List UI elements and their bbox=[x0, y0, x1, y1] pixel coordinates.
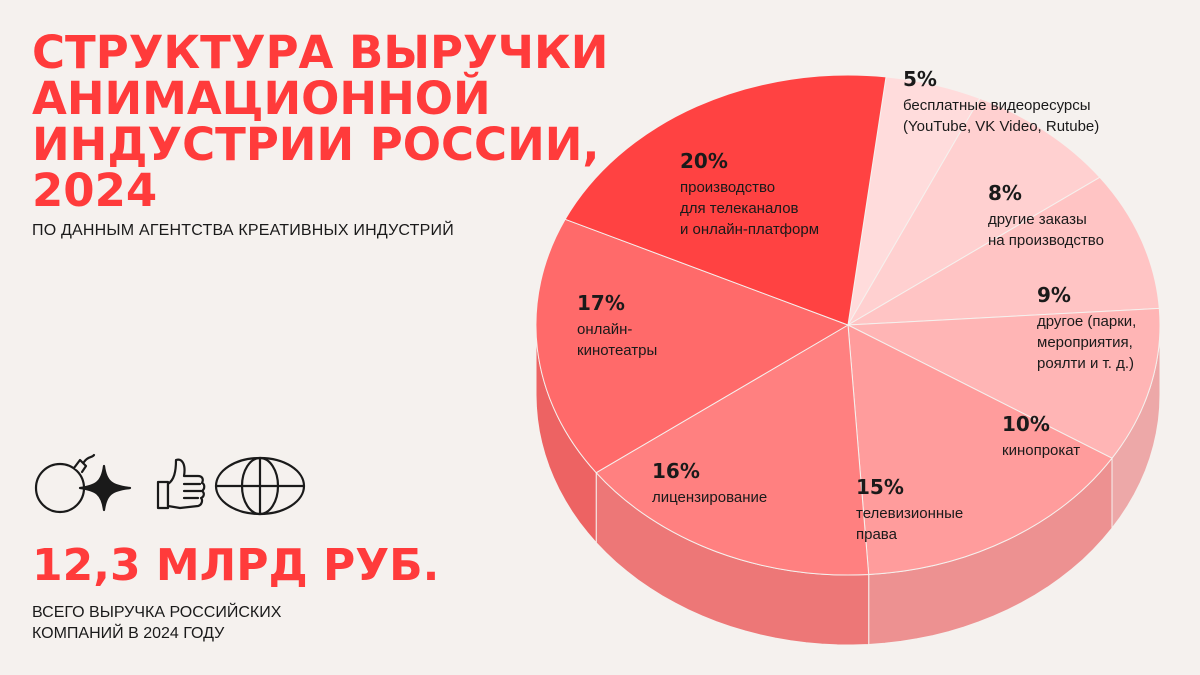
slice-label: 17% онлайн-кинотеатры bbox=[577, 291, 657, 359]
slice-label: 16% лицензирование bbox=[652, 459, 767, 506]
icon-row bbox=[34, 453, 306, 516]
title-line: 2024 bbox=[32, 164, 158, 217]
pie-slice bbox=[847, 176, 1160, 326]
page-title: СТРУКТУРА ВЫРУЧКИ АНИМАЦИОННОЙ ИНДУСТРИИ… bbox=[32, 30, 632, 214]
slice-label-text: другие заказы bbox=[988, 211, 1087, 228]
slice-label-text: на производство bbox=[988, 232, 1104, 249]
pie-slice bbox=[535, 218, 850, 474]
slice-label-text: и онлайн-платформ bbox=[680, 221, 819, 238]
title-line: ИНДУСТРИИ РОССИИ, bbox=[32, 118, 600, 171]
slice-label-text: производство bbox=[680, 179, 775, 196]
slice-percent: 16% bbox=[652, 459, 700, 483]
slice-percent: 15% bbox=[856, 475, 904, 499]
bomb-sparkle-icon bbox=[34, 453, 132, 514]
total-caption-line: КОМПАНИЙ В 2024 ГОДУ bbox=[32, 625, 225, 642]
pie-slice bbox=[564, 74, 887, 326]
slice-percent: 8% bbox=[988, 181, 1022, 205]
slice-label-text: мероприятия, bbox=[1037, 334, 1133, 351]
slice-percent: 17% bbox=[577, 291, 625, 315]
slice-label-text: онлайн- bbox=[577, 321, 632, 338]
pie-slice bbox=[846, 97, 1101, 327]
slice-label-text: роялти и т. д.) bbox=[1037, 355, 1134, 372]
total-caption-line: ВСЕГО ВЫРУЧКА РОССИЙСКИХ bbox=[32, 604, 282, 621]
pie-slice bbox=[847, 324, 1113, 576]
slice-percent: 5% bbox=[903, 67, 937, 91]
slice-label: 8% другие заказы на производство bbox=[988, 181, 1104, 249]
total-caption: ВСЕГО ВЫРУЧКА РОССИЙСКИХ КОМПАНИЙ В 2024… bbox=[32, 602, 332, 644]
slice-percent: 9% bbox=[1037, 283, 1071, 307]
total-value: 12,3 МЛРД РУБ. bbox=[32, 540, 440, 591]
globe-icon bbox=[214, 456, 306, 516]
slice-label-text: (YouTube, VK Video, Rutube) bbox=[903, 118, 1099, 135]
slice-label-text: другое (парки, bbox=[1037, 313, 1136, 330]
slice-percent: 10% bbox=[1002, 412, 1050, 436]
slice-label: 5% бесплатные видеоресурсы (YouTube, VK Vi… bbox=[903, 67, 1099, 135]
pie-slice bbox=[595, 324, 870, 576]
slice-label-text: бесплатные видеоресурсы bbox=[903, 97, 1091, 114]
slice-label-text: для телеканалов bbox=[680, 200, 799, 217]
pie-slice bbox=[846, 307, 1161, 459]
slice-percent: 20% bbox=[680, 149, 728, 173]
slice-label: 15% телевизионные права bbox=[856, 475, 963, 543]
slice-label: 10% кинопрокат bbox=[1002, 412, 1080, 459]
slice-label-text: телевизионные bbox=[856, 505, 963, 522]
slice-label-text: кинопрокат bbox=[1002, 442, 1080, 459]
page-subtitle: ПО ДАННЫМ АГЕНТСТВА КРЕАТИВНЫХ ИНДУСТРИЙ bbox=[32, 222, 454, 239]
thumbs-up-icon bbox=[156, 458, 206, 510]
slice-label-text: права bbox=[856, 526, 898, 543]
title-line: СТРУКТУРА ВЫРУЧКИ bbox=[32, 26, 609, 79]
slice-label-text: кинотеатры bbox=[577, 342, 657, 359]
slice-label-text: лицензирование bbox=[652, 489, 767, 506]
slice-label: 20% производство для телеканалов и онлайн-п… bbox=[680, 149, 819, 238]
slice-label: 9% другое (парки, мероприятия, роялти и т. … bbox=[1037, 283, 1136, 372]
title-line: АНИМАЦИОННОЙ bbox=[32, 72, 491, 125]
